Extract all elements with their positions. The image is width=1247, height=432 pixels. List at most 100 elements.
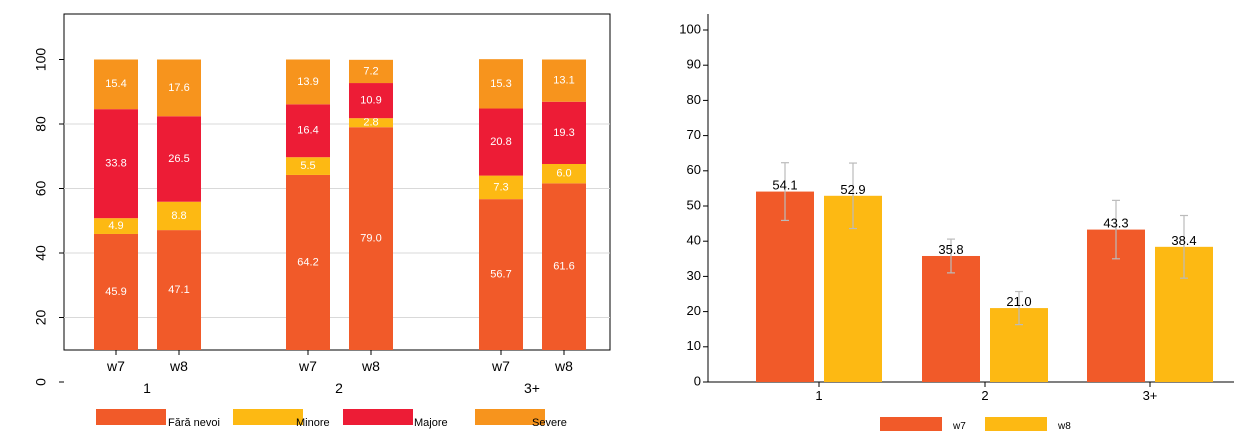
x-tick-label: w7 xyxy=(491,358,510,374)
data-label: 6.0 xyxy=(556,168,571,180)
x-tick-label: 3+ xyxy=(1143,388,1158,403)
data-label: 15.3 xyxy=(490,78,511,90)
data-label: 61.6 xyxy=(553,261,574,273)
bar xyxy=(922,255,980,382)
data-label: 7.2 xyxy=(363,65,378,77)
plot-area xyxy=(63,13,611,351)
bar-segment xyxy=(286,174,330,350)
legend-label: Minore xyxy=(296,417,330,429)
bar-segment xyxy=(479,59,523,109)
data-label: 54.1 xyxy=(772,178,797,193)
bar-segment xyxy=(479,175,523,200)
legend-swatch xyxy=(233,409,303,425)
bar-segment xyxy=(542,59,586,102)
legend-swatch xyxy=(343,409,413,425)
data-label: 43.3 xyxy=(1103,216,1128,231)
legend-label: Severe xyxy=(532,417,567,429)
bar-segment xyxy=(542,183,586,350)
bar-segment xyxy=(349,83,393,119)
x-tick-label: w7 xyxy=(106,358,125,374)
legend-label: w8 xyxy=(1057,421,1071,432)
data-label: 5.5 xyxy=(300,160,315,172)
bar-segment xyxy=(286,157,330,175)
y-tick-label: 60 xyxy=(33,181,49,197)
x-tick-label: w7 xyxy=(298,358,317,374)
bar-segment xyxy=(349,59,393,84)
data-label: 13.9 xyxy=(297,76,318,88)
data-label: 38.4 xyxy=(1171,233,1196,248)
y-tick-label: 100 xyxy=(679,21,701,36)
legend-swatch xyxy=(880,417,942,431)
x-tick-label: 2 xyxy=(981,388,988,403)
data-label: 15.4 xyxy=(105,78,126,90)
bar-segment xyxy=(286,104,330,158)
data-label: 19.3 xyxy=(553,127,574,139)
data-label: 7.3 xyxy=(493,181,508,193)
data-label: 8.8 xyxy=(171,210,186,222)
legend-swatch xyxy=(96,409,166,425)
y-tick-label: 30 xyxy=(687,268,701,283)
data-label: 52.9 xyxy=(840,182,865,197)
data-label: 64.2 xyxy=(297,256,318,268)
y-tick-label: 40 xyxy=(33,245,49,261)
bar-segment xyxy=(94,233,138,350)
data-label: 2.8 xyxy=(363,117,378,129)
bar-segment xyxy=(349,127,393,350)
y-tick-label: 0 xyxy=(694,373,701,388)
legend-label: Majore xyxy=(414,417,448,429)
group-label: 2 xyxy=(335,380,343,396)
data-label: 47.1 xyxy=(168,284,189,296)
data-label: 56.7 xyxy=(490,268,511,280)
bar xyxy=(756,191,814,382)
bar-segment xyxy=(479,199,523,350)
data-label: 26.5 xyxy=(168,153,189,165)
bar-segment xyxy=(542,101,586,164)
bar-segment xyxy=(94,109,138,219)
legend-label: w7 xyxy=(952,421,966,432)
y-tick-label: 40 xyxy=(687,233,701,248)
x-tick-label: w8 xyxy=(361,358,380,374)
y-tick-label: 80 xyxy=(687,92,701,107)
legend-swatch xyxy=(985,417,1047,431)
bar-segment xyxy=(94,218,138,234)
bar-segment xyxy=(157,230,201,350)
bar-segment xyxy=(479,108,523,176)
data-label: 10.9 xyxy=(360,95,381,107)
x-tick-label: 1 xyxy=(815,388,822,403)
bar-segment xyxy=(286,59,330,105)
data-label: 16.4 xyxy=(297,125,318,137)
grouped-bar-chart: 0 10 20 30 40 50 60 70 80 90 100 54.1 52.9 1 35.8 21.0 2… xyxy=(679,14,1234,432)
y-tick-label: 100 xyxy=(33,48,49,72)
bar-segment xyxy=(157,201,201,231)
bar-segment xyxy=(157,59,201,117)
y-tick-label: 10 xyxy=(687,338,701,353)
y-tick-label: 90 xyxy=(687,57,701,72)
legend-label: Fără nevoi xyxy=(168,417,220,429)
data-label: 13.1 xyxy=(553,75,574,87)
bar-segment xyxy=(94,59,138,110)
stacked-bar-chart: 0 20 40 60 80 100 45.9 4.9 33.8 15.4 w7 47.1 8.8 26.5… xyxy=(33,13,611,429)
bar-segment xyxy=(157,116,201,202)
data-label: 35.8 xyxy=(938,242,963,257)
data-label: 33.8 xyxy=(105,158,126,170)
bar-segment xyxy=(349,118,393,128)
y-tick-label: 50 xyxy=(687,197,701,212)
legend-swatch xyxy=(475,409,545,425)
data-label: 20.8 xyxy=(490,136,511,148)
data-label: 4.9 xyxy=(108,220,123,232)
y-tick-label: 0 xyxy=(33,378,49,386)
y-tick-label: 20 xyxy=(687,303,701,318)
data-label: 79.0 xyxy=(360,233,381,245)
group-label: 3+ xyxy=(524,380,540,396)
group-label: 1 xyxy=(143,380,151,396)
y-tick-label: 20 xyxy=(33,310,49,326)
bar-segment xyxy=(542,163,586,184)
x-tick-label: w8 xyxy=(169,358,188,374)
data-label: 45.9 xyxy=(105,286,126,298)
y-tick-label: 80 xyxy=(33,116,49,132)
y-tick-label: 60 xyxy=(687,162,701,177)
data-label: 21.0 xyxy=(1006,294,1031,309)
data-label: 17.6 xyxy=(168,82,189,94)
y-tick-label: 70 xyxy=(687,127,701,142)
